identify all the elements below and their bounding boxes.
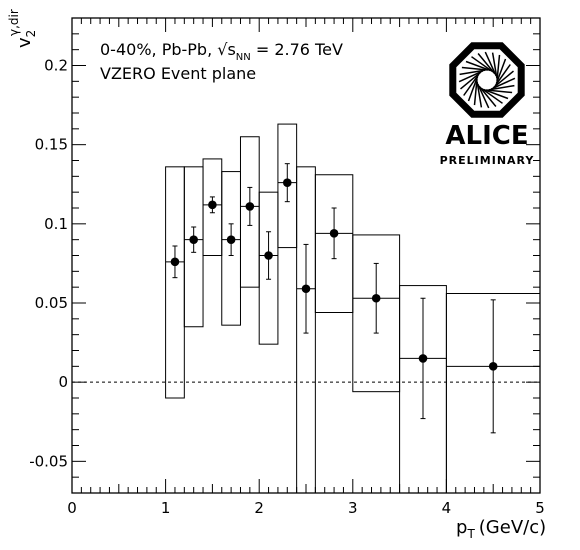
y-tick-label: 0.1 (44, 215, 68, 233)
y-tick-label: 0.05 (35, 294, 68, 312)
annotation-s: s (227, 40, 235, 59)
logo-subtext: PRELIMINARY (440, 154, 535, 167)
sqrt-symbol: √ (217, 40, 228, 59)
x-axis-title-unit: (GeV/c) (479, 517, 546, 538)
x-tick-label: 4 (442, 499, 452, 517)
y-axis-title-subscript: 2 (24, 30, 38, 38)
logo-ray (494, 64, 511, 87)
logo-ray (480, 87, 503, 104)
data-point (418, 354, 428, 363)
data-point (282, 178, 292, 187)
data-point (329, 229, 339, 238)
data-point (170, 257, 180, 267)
logo-ray (458, 70, 484, 83)
logo-text: ALICE (445, 121, 528, 151)
x-axis-ticks: 0 1 2 3 4 5 (67, 18, 545, 517)
systematic-box (258, 191, 279, 345)
data-point (488, 362, 498, 371)
data-point (226, 235, 236, 244)
systematic-boxes (165, 123, 541, 494)
y-axis-title-superscript: γ,dir (7, 9, 21, 36)
logo-ray (476, 81, 483, 108)
logo-ray (477, 83, 490, 109)
logo-ray (496, 54, 501, 81)
x-axis-title: pT (GeV/c) (456, 517, 546, 541)
logo-ray (471, 56, 494, 73)
x-tick-label: 2 (254, 499, 264, 517)
data-points (170, 178, 498, 371)
logo-ray (492, 70, 514, 89)
x-tick-label: 0 (67, 499, 77, 517)
logo-ray (467, 76, 479, 102)
logo-ray (461, 66, 488, 71)
svg-text:v2: v2 (14, 30, 38, 48)
annotation-nn-subscript: NN (236, 52, 251, 63)
logo-ray (465, 60, 491, 72)
logo-ray (460, 71, 482, 90)
data-point (208, 200, 217, 210)
data-point (301, 284, 311, 294)
alice-logo: ALICE PRELIMINARY (440, 42, 535, 167)
data-point (371, 293, 381, 303)
systematic-box (165, 166, 185, 399)
logo-ray (473, 79, 478, 106)
data-point (264, 251, 273, 260)
logo-ray (483, 88, 509, 100)
logo-ray (486, 89, 513, 94)
annotation-part-b: = 2.76 TeV (251, 40, 343, 59)
data-point (245, 202, 255, 211)
logo-ray (490, 77, 516, 90)
y-tick-label: 0.15 (35, 136, 68, 154)
x-tick-label: 3 (348, 499, 358, 517)
logo-ray (463, 73, 480, 96)
x-tick-label: 5 (535, 499, 545, 517)
logo-ray (488, 84, 515, 91)
logo-ray (477, 53, 496, 75)
annotation-event-plane: VZERO Event plane (100, 64, 256, 83)
x-axis-title-p: p (456, 517, 467, 538)
logo-ray (478, 85, 497, 107)
data-point (189, 235, 198, 244)
x-tick-label: 1 (161, 499, 171, 517)
logo-ray (484, 51, 497, 77)
x-axis-title-subscript: T (466, 527, 475, 541)
annotation-part-a: 0-40%, Pb-Pb, (100, 40, 217, 59)
y-tick-label: -0.05 (29, 452, 68, 470)
y-axis-title-v: v (14, 37, 35, 48)
y-tick-label: 0 (58, 373, 68, 391)
y-tick-label: 0.2 (44, 57, 68, 75)
y-axis-title: v2 γ,dir (7, 9, 38, 48)
annotation-collision-system: 0-40%, Pb-Pb, √sNN = 2.76 TeV (100, 40, 343, 63)
logo-ray (459, 69, 486, 76)
logo-ray (491, 52, 498, 79)
y-axis-ticks: -0.05 0 0.05 0.1 0.15 0.2 (29, 17, 540, 494)
logo-ray (495, 58, 507, 84)
